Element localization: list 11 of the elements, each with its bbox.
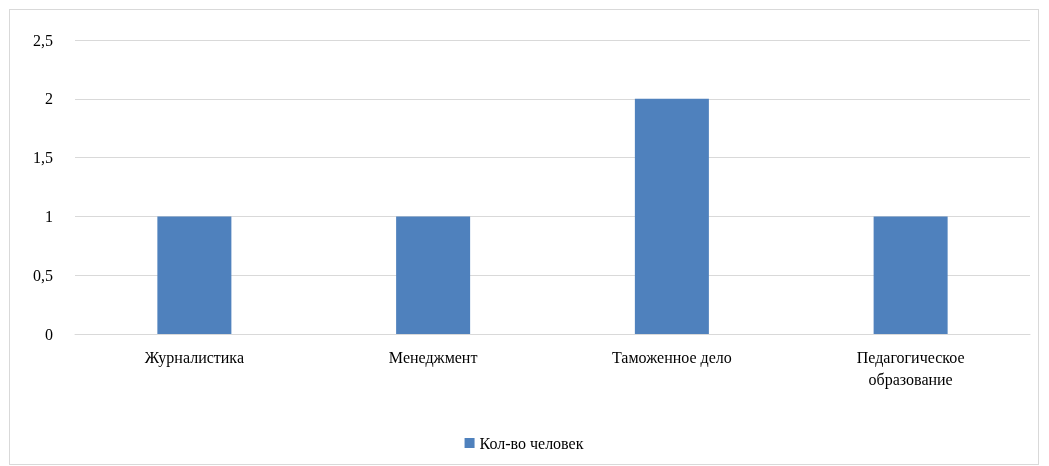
x-tick-label: Журналистика: [144, 348, 244, 367]
y-tick-label: 1,5: [33, 149, 53, 167]
y-tick-label: 0: [45, 325, 53, 343]
x-tick-label: Педагогическое образование: [856, 348, 965, 389]
x-tick-label: Таможенное дело: [611, 348, 732, 367]
legend-label: Кол-во человек: [479, 434, 584, 452]
y-tick-label: 2: [45, 90, 53, 108]
y-tick-label: 0,5: [33, 266, 53, 284]
y-tick-label: 1: [45, 207, 53, 225]
x-tick-label: Менеджмент: [388, 348, 478, 367]
y-tick-label: 2,5: [33, 31, 53, 49]
